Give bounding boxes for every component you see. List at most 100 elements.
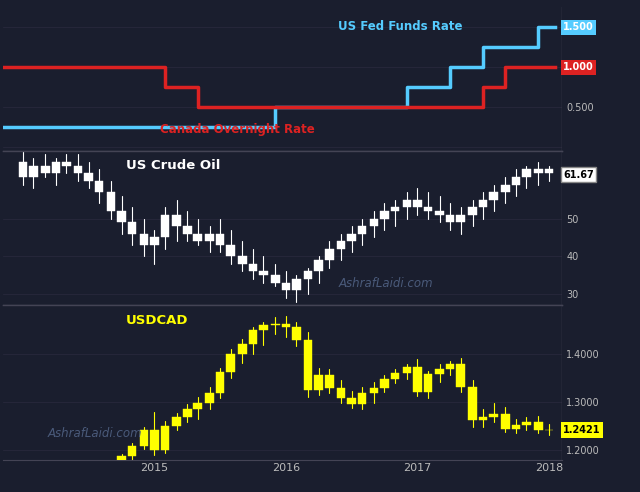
- Bar: [446, 364, 454, 369]
- Bar: [435, 369, 444, 374]
- Bar: [107, 465, 115, 472]
- Bar: [314, 375, 323, 390]
- Bar: [490, 414, 498, 418]
- Bar: [172, 418, 181, 426]
- Bar: [358, 226, 366, 234]
- Bar: [479, 418, 487, 420]
- Bar: [403, 367, 411, 373]
- Bar: [424, 374, 432, 392]
- Bar: [150, 430, 159, 450]
- Bar: [74, 484, 83, 490]
- Bar: [84, 173, 93, 181]
- Bar: [511, 425, 520, 429]
- Bar: [456, 364, 465, 387]
- Bar: [468, 207, 477, 215]
- Bar: [193, 403, 202, 409]
- Bar: [435, 211, 444, 215]
- Bar: [337, 388, 346, 398]
- Bar: [325, 375, 333, 388]
- Bar: [183, 226, 191, 234]
- Bar: [314, 260, 323, 272]
- Bar: [534, 169, 543, 173]
- Bar: [380, 379, 388, 389]
- Bar: [390, 207, 399, 211]
- Text: 1.000: 1.000: [563, 62, 594, 72]
- Bar: [249, 331, 257, 344]
- Bar: [95, 181, 104, 192]
- Bar: [413, 367, 422, 392]
- Bar: [304, 272, 312, 279]
- Bar: [128, 222, 136, 234]
- Bar: [325, 249, 333, 260]
- Bar: [172, 215, 181, 226]
- Bar: [161, 426, 169, 450]
- Bar: [249, 264, 257, 272]
- Bar: [29, 166, 38, 177]
- Bar: [62, 490, 70, 492]
- Bar: [522, 169, 531, 177]
- Bar: [370, 218, 378, 226]
- Bar: [95, 472, 104, 478]
- Bar: [51, 162, 60, 173]
- Bar: [358, 393, 366, 404]
- Bar: [140, 430, 148, 446]
- Bar: [259, 325, 268, 331]
- Bar: [19, 162, 27, 177]
- Bar: [205, 234, 214, 241]
- Bar: [107, 192, 115, 211]
- Bar: [271, 275, 280, 283]
- Bar: [390, 373, 399, 379]
- Bar: [150, 238, 159, 245]
- Bar: [62, 162, 70, 166]
- Bar: [183, 409, 191, 418]
- Bar: [282, 324, 290, 327]
- Bar: [501, 414, 509, 429]
- Text: 61.67: 61.67: [563, 170, 594, 180]
- Bar: [117, 211, 126, 222]
- Bar: [84, 478, 93, 484]
- Bar: [74, 166, 83, 173]
- Text: Canada Overnight Rate: Canada Overnight Rate: [159, 123, 314, 136]
- Bar: [522, 422, 531, 425]
- Bar: [456, 215, 465, 222]
- Bar: [479, 200, 487, 207]
- Bar: [380, 211, 388, 218]
- Text: USDCAD: USDCAD: [126, 314, 189, 327]
- Bar: [348, 234, 356, 241]
- Bar: [238, 256, 247, 264]
- Bar: [282, 283, 290, 290]
- Bar: [304, 340, 312, 390]
- Bar: [370, 389, 378, 393]
- Text: US Fed Funds Rate: US Fed Funds Rate: [339, 20, 463, 33]
- Bar: [216, 234, 225, 245]
- Bar: [259, 272, 268, 275]
- Bar: [292, 327, 301, 340]
- Bar: [468, 387, 477, 420]
- Bar: [545, 169, 553, 173]
- Bar: [511, 177, 520, 184]
- Bar: [413, 200, 422, 207]
- Bar: [205, 393, 214, 403]
- Bar: [292, 279, 301, 290]
- Bar: [348, 398, 356, 404]
- Text: AshrafLaidi.com: AshrafLaidi.com: [339, 277, 433, 290]
- Bar: [238, 344, 247, 354]
- Bar: [424, 207, 432, 211]
- Bar: [41, 166, 49, 173]
- Bar: [490, 192, 498, 200]
- Text: 1.2421: 1.2421: [563, 425, 601, 435]
- Text: AshrafLaidi.com: AshrafLaidi.com: [48, 427, 143, 440]
- Bar: [140, 234, 148, 245]
- Bar: [193, 234, 202, 241]
- Bar: [534, 422, 543, 430]
- Bar: [117, 456, 126, 465]
- Text: 1.500: 1.500: [563, 22, 594, 32]
- Text: US Crude Oil: US Crude Oil: [126, 159, 221, 172]
- Bar: [337, 241, 346, 249]
- Bar: [227, 245, 235, 256]
- Bar: [216, 372, 225, 393]
- Bar: [227, 354, 235, 372]
- Bar: [161, 215, 169, 238]
- Bar: [403, 200, 411, 207]
- Bar: [446, 215, 454, 222]
